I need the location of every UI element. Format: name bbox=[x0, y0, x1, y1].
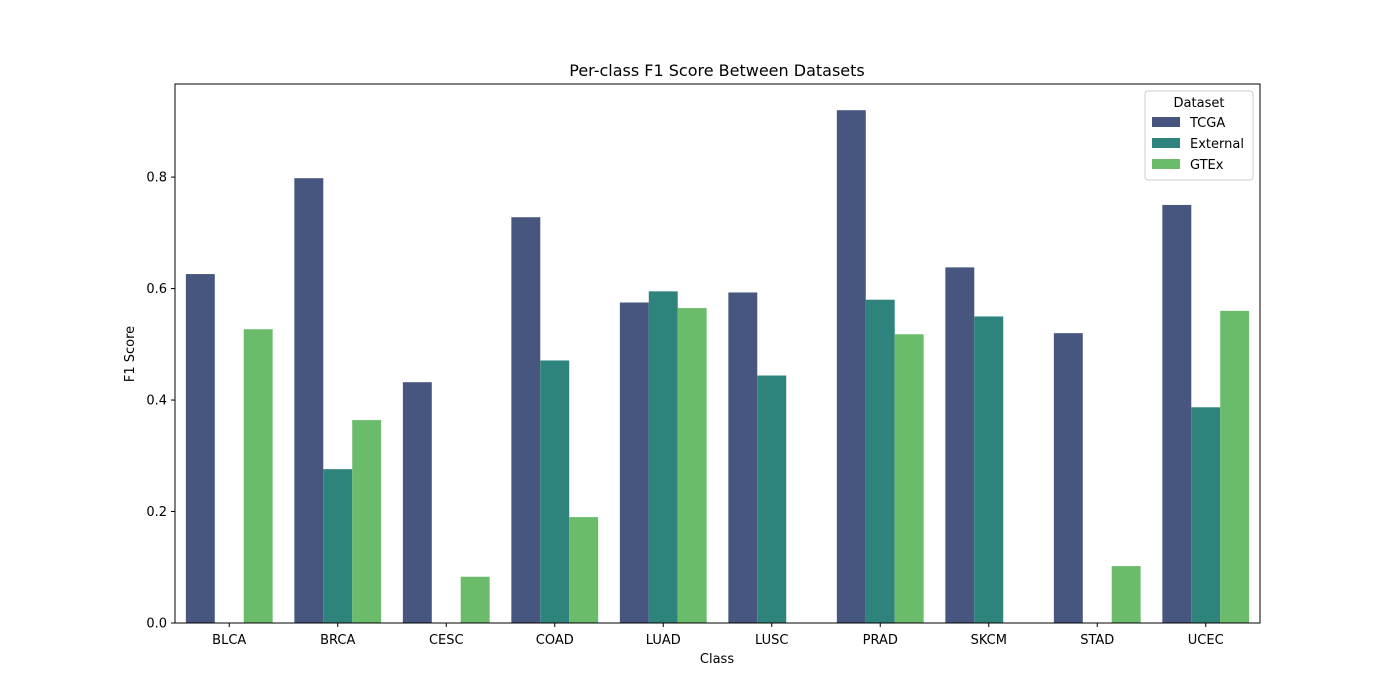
x-tick-label: PRAD bbox=[863, 633, 898, 648]
y-axis-label: F1 Score bbox=[123, 326, 138, 382]
bar-tcga-skcm bbox=[945, 267, 975, 623]
legend-swatch-external bbox=[1152, 138, 1180, 148]
legend-title: Dataset bbox=[1174, 96, 1225, 111]
x-axis-label: Class bbox=[700, 652, 734, 667]
y-tick-label: 0.4 bbox=[146, 394, 167, 409]
legend-label-external: External bbox=[1190, 137, 1244, 152]
x-tick-label: UCEC bbox=[1188, 633, 1224, 648]
bar-external-coad bbox=[540, 360, 570, 623]
bar-tcga-blca bbox=[185, 274, 215, 623]
x-tick-label: CESC bbox=[429, 633, 464, 648]
bar-gtex-prad bbox=[894, 334, 924, 623]
bar-external-brca bbox=[323, 469, 353, 623]
bar-tcga-stad bbox=[1053, 333, 1083, 623]
bar-gtex-blca bbox=[243, 329, 273, 623]
plot-frame bbox=[174, 83, 1261, 624]
bar-tcga-ucec bbox=[1162, 204, 1192, 623]
bar-tcga-brca bbox=[294, 178, 324, 623]
bar-external-luad bbox=[648, 291, 678, 623]
x-tick-label: COAD bbox=[536, 633, 574, 648]
y-tick-label: 0.6 bbox=[146, 282, 167, 297]
x-tick-label: BLCA bbox=[212, 633, 246, 648]
bar-tcga-cesc bbox=[402, 382, 432, 623]
legend-items: TCGA External GTEx bbox=[1152, 116, 1244, 173]
bar-tcga-lusc bbox=[728, 292, 758, 623]
legend-label-tcga: TCGA bbox=[1189, 116, 1225, 131]
x-axis: BLCA BRCA CESC COAD LUAD LUSC PRAD SKCM STAD UCEC bbox=[212, 623, 1224, 648]
bar-gtex-luad bbox=[677, 308, 707, 623]
x-tick-label: LUAD bbox=[646, 633, 681, 648]
y-tick-label: 0.8 bbox=[146, 171, 167, 186]
legend-swatch-tcga bbox=[1152, 117, 1180, 127]
legend-label-gtex: GTEx bbox=[1190, 158, 1224, 173]
legend: Dataset TCGA External GTEx bbox=[1144, 90, 1254, 181]
x-tick-label: BRCA bbox=[320, 633, 355, 648]
bar-gtex-coad bbox=[569, 517, 599, 623]
bar-tcga-prad bbox=[836, 110, 866, 624]
legend-box bbox=[1144, 90, 1254, 181]
bar-tcga-coad bbox=[511, 217, 541, 623]
bar-gtex-stad bbox=[1111, 566, 1141, 623]
y-axis: 0.0 0.2 0.4 0.6 0.8 bbox=[146, 171, 175, 632]
x-tick-label: LUSC bbox=[755, 633, 788, 648]
x-tick-label: SKCM bbox=[971, 633, 1007, 648]
y-tick-label: 0.0 bbox=[146, 617, 167, 632]
bar-tcga-luad bbox=[619, 302, 649, 623]
bar-external-ucec bbox=[1191, 407, 1221, 623]
bar-external-prad bbox=[865, 299, 895, 623]
y-tick-label: 0.2 bbox=[146, 505, 167, 520]
bar-gtex-cesc bbox=[460, 576, 490, 623]
bar-gtex-brca bbox=[352, 420, 382, 623]
bars-group bbox=[185, 110, 1250, 624]
bar-external-skcm bbox=[974, 316, 1004, 623]
x-tick-label: STAD bbox=[1080, 633, 1114, 648]
chart-title: Per-class F1 Score Between Datasets bbox=[569, 61, 865, 80]
bar-external-lusc bbox=[757, 375, 787, 623]
bar-gtex-ucec bbox=[1220, 310, 1250, 623]
legend-swatch-gtex bbox=[1152, 159, 1180, 169]
